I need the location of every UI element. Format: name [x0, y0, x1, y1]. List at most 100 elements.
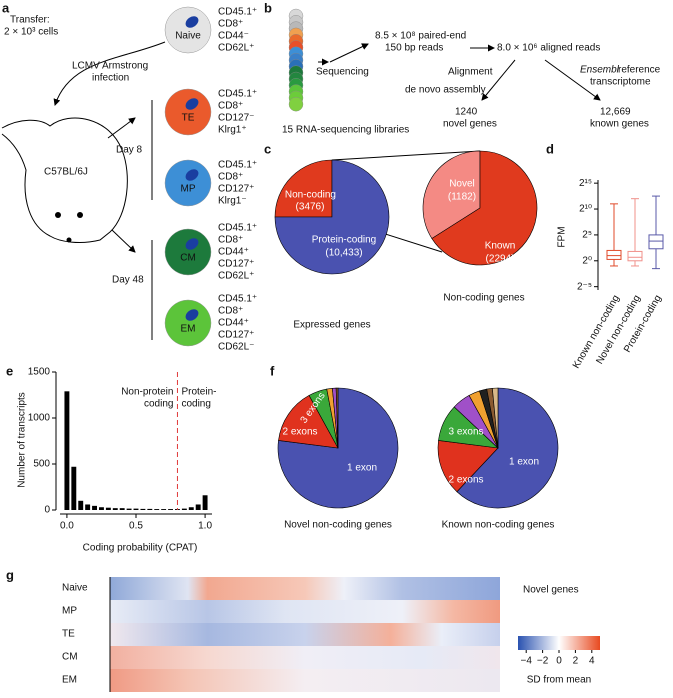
- slice-label: Non-coding: [285, 190, 336, 201]
- y-tick-label: 500: [33, 459, 50, 470]
- bar: [147, 508, 153, 510]
- cell-label: CM: [180, 253, 196, 264]
- colorbar-tick-label: 0: [556, 656, 562, 667]
- box: [606, 249, 622, 260]
- y-tick-label: 2⁵: [582, 230, 592, 241]
- text: reference: [618, 65, 661, 76]
- heatmap-title: Novel genes: [523, 585, 579, 596]
- arrow: [544, 59, 601, 101]
- bar: [126, 508, 132, 510]
- bar: [85, 504, 91, 510]
- bar: [133, 508, 139, 510]
- nucleus: [185, 238, 199, 250]
- slice-label: (1182): [448, 192, 476, 203]
- connector: [331, 150, 481, 161]
- text: Alignment: [448, 67, 493, 78]
- y-tick-label: 2⁰: [582, 255, 592, 266]
- bar: [92, 505, 97, 510]
- bar: [140, 508, 146, 510]
- marker-label: CD8⁺: [218, 19, 243, 30]
- panel-label: c: [264, 141, 271, 156]
- text: Day 48: [112, 275, 144, 286]
- x-tick-label: 1.0: [198, 521, 212, 532]
- text: LCMV Armstrong: [72, 61, 148, 72]
- pie-slice: [277, 387, 399, 509]
- pie-slice: [492, 387, 499, 449]
- panel-label: a: [2, 0, 10, 15]
- pie-slice: [278, 395, 339, 449]
- arrow: [111, 229, 136, 253]
- panel-label: g: [6, 567, 14, 582]
- slice-label: 3 exons: [448, 427, 483, 438]
- row-label: TE: [62, 629, 75, 640]
- marker-label: CD45.1⁺: [218, 160, 257, 171]
- text: 150 bp reads: [385, 43, 443, 54]
- cell-label: MP: [181, 184, 196, 195]
- slice-label: (3476): [296, 202, 325, 213]
- text: transcriptome: [590, 77, 651, 88]
- bar: [181, 508, 187, 510]
- bar: [112, 508, 118, 510]
- arrow: [329, 43, 369, 63]
- slice-label: 1 exon: [509, 457, 539, 468]
- text: known genes: [590, 119, 649, 130]
- slice-label: (2294): [486, 254, 515, 265]
- marker-label: Klrg1⁺: [218, 125, 247, 136]
- text: Transfer:: [10, 15, 50, 26]
- bar: [105, 507, 111, 510]
- bar: [195, 504, 201, 510]
- bar: [202, 495, 208, 510]
- marker-label: CD62L⁻: [218, 342, 254, 353]
- row-label: EM: [62, 675, 77, 686]
- arrow: [53, 41, 166, 106]
- y-axis-label: Number of transcripts: [17, 392, 28, 488]
- text: infection: [92, 73, 129, 84]
- pie-slice: [422, 150, 481, 239]
- bar: [119, 508, 125, 510]
- panel-label: f: [270, 363, 275, 378]
- y-axis-label: FPM: [557, 226, 568, 247]
- histogram: Number of transcripts Coding probability…: [17, 367, 217, 554]
- bar: [154, 509, 160, 510]
- x-tick-label: 0.0: [60, 521, 74, 532]
- marker-label: CD44⁺: [218, 247, 249, 258]
- marker-label: CD8⁺: [218, 235, 243, 246]
- annotation: coding: [144, 399, 173, 410]
- y-tick-label: 2⁻⁵: [577, 281, 592, 292]
- marker-label: CD62L⁺: [218, 43, 254, 54]
- text: 8.0 × 10⁶ aligned reads: [497, 43, 600, 54]
- mouse: [1, 117, 128, 244]
- x-axis-label: Coding probability (CPAT): [83, 543, 198, 554]
- cell: [164, 228, 212, 276]
- row-label: CM: [62, 652, 78, 663]
- text: 8.5 × 10⁸ paired-end: [375, 31, 466, 42]
- caption: Novel non-coding genes: [284, 520, 392, 531]
- text: C57BL/6J: [44, 167, 88, 178]
- arrow: [481, 59, 516, 101]
- pie-slice: [431, 150, 538, 266]
- bar: [64, 391, 70, 510]
- colorbar: [518, 636, 600, 650]
- text: de novo assembly: [405, 85, 486, 96]
- marker-label: CD127⁻: [218, 113, 254, 124]
- slice-label: Known: [485, 241, 516, 252]
- heatmap-row: [110, 669, 500, 692]
- heatmap-row: [110, 646, 500, 669]
- bar: [71, 466, 77, 510]
- panel-b: Sequencing 8.5 × 10⁸ paired-end 150 bp r…: [282, 31, 661, 136]
- marker-label: CD45.1⁺: [218, 223, 257, 234]
- panel-label: d: [546, 141, 554, 156]
- colorbar-tick-label: −2: [537, 656, 549, 667]
- pie-labels: Non-coding (3476) Protein-coding (10,433…: [282, 179, 554, 531]
- row-label: MP: [62, 606, 77, 617]
- arrow: [107, 117, 136, 139]
- text: 15 RNA-sequencing libraries: [282, 125, 409, 136]
- bar: [99, 507, 104, 510]
- library: [288, 96, 304, 112]
- y-tick-label: 2¹⁰: [579, 204, 592, 215]
- heatmap-row: [110, 577, 500, 600]
- mouse-eye: [55, 212, 61, 218]
- heatmap: Novel genes SD from mean Naive MP TE CM EM −4…: [62, 577, 600, 692]
- marker-label: CD127⁺: [218, 184, 254, 195]
